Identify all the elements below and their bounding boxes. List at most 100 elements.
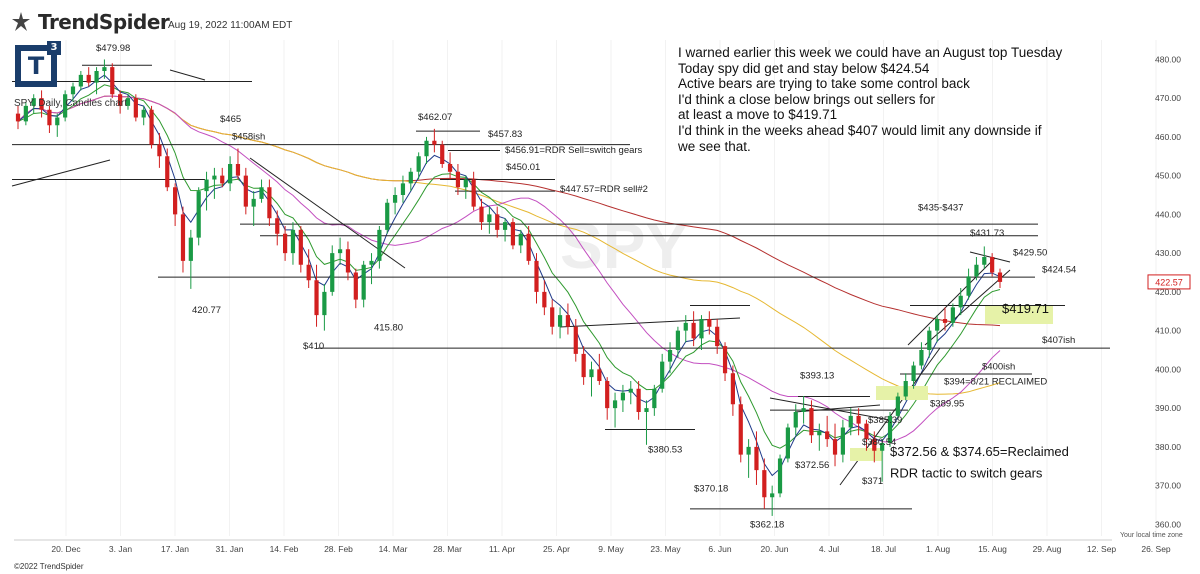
candle-body xyxy=(479,206,484,223)
candle xyxy=(942,307,948,331)
candle-body xyxy=(817,431,822,436)
candle xyxy=(188,229,193,289)
candle xyxy=(982,246,987,269)
y-tick-label: 410.00 xyxy=(1155,326,1181,336)
x-tick-label: 3. Jan xyxy=(109,544,132,554)
price-annotation: $458ish xyxy=(232,132,265,143)
candle-body xyxy=(707,319,712,327)
candle-body xyxy=(408,171,413,184)
candle xyxy=(542,280,547,316)
candle-body xyxy=(440,144,445,164)
candle-body xyxy=(283,233,288,254)
x-tick-label: 28. Feb xyxy=(324,544,353,554)
candle-body xyxy=(70,86,76,95)
candle xyxy=(550,299,555,335)
candle xyxy=(251,191,256,226)
candle xyxy=(502,218,508,242)
candle xyxy=(31,94,36,114)
brand-name: TrendSpider xyxy=(38,10,170,34)
trend-line xyxy=(969,251,1011,263)
candle-body xyxy=(832,439,838,455)
x-tick-label: 9. May xyxy=(598,544,624,554)
candle xyxy=(400,175,406,203)
candle-body xyxy=(94,71,99,83)
candle-body xyxy=(220,175,225,184)
price-annotation: $429.50 xyxy=(1013,247,1047,258)
candle-body xyxy=(534,260,539,292)
candle xyxy=(353,268,358,309)
candle xyxy=(652,384,657,416)
candle-body xyxy=(597,369,602,381)
candle xyxy=(832,423,838,467)
candle-body xyxy=(974,264,979,277)
candle xyxy=(283,226,288,261)
ma-green-line xyxy=(17,84,1001,449)
candle xyxy=(691,311,696,347)
candle-body xyxy=(997,272,1003,282)
candle xyxy=(565,303,571,335)
candle-body xyxy=(322,291,327,316)
price-annotation: $479.98 xyxy=(96,43,130,54)
price-annotation: $465 xyxy=(220,114,241,125)
candle xyxy=(63,90,68,122)
candle xyxy=(722,342,728,381)
candle-body xyxy=(628,388,633,393)
candle xyxy=(337,237,343,265)
last-price-tag xyxy=(1147,274,1191,290)
candle-body xyxy=(424,140,429,157)
y-tick-label: 450.00 xyxy=(1155,171,1181,181)
candle-body xyxy=(722,346,728,374)
candle-body xyxy=(785,427,790,459)
candle xyxy=(70,82,76,102)
x-tick-label: 17. Jan xyxy=(161,544,189,554)
candle xyxy=(534,253,539,304)
candle-body xyxy=(872,439,877,451)
candle-body xyxy=(63,94,68,118)
candle xyxy=(997,268,1003,288)
y-tick-label: 480.00 xyxy=(1155,54,1181,64)
candle xyxy=(173,183,178,226)
candles xyxy=(15,59,1003,516)
candle xyxy=(385,198,390,234)
price-annotation: $424.54 xyxy=(1042,265,1076,276)
note-line: Today spy did get and stay below $424.54 xyxy=(678,60,930,76)
candle-body xyxy=(715,326,720,347)
candle xyxy=(903,373,908,401)
candle xyxy=(518,229,523,254)
candle-body xyxy=(235,164,241,176)
candle-body xyxy=(259,187,264,199)
price-annotation: $393.13 xyxy=(800,371,834,382)
candle xyxy=(157,133,162,168)
candle-body xyxy=(102,67,107,71)
candle xyxy=(180,206,186,273)
candle xyxy=(110,63,115,99)
y-tick-label: 430.00 xyxy=(1155,248,1181,258)
candle-body xyxy=(573,326,578,354)
candle-body xyxy=(416,156,421,172)
candle xyxy=(377,226,382,269)
x-tick-label: 1. Aug xyxy=(926,544,950,554)
candle-body xyxy=(298,229,303,265)
candle-body xyxy=(228,164,233,184)
x-tick-label: 18. Jul xyxy=(871,544,896,554)
candle-body xyxy=(471,179,476,207)
candle-body xyxy=(447,164,453,172)
candle xyxy=(15,105,21,130)
candle-body xyxy=(636,388,641,412)
candle-body xyxy=(23,105,28,122)
candle xyxy=(479,198,484,230)
x-tick-label: 15. Aug xyxy=(978,544,1007,554)
timezone-label: Your local time zone xyxy=(1120,532,1183,539)
price-annotation: $394=8/21 RECLAIMED xyxy=(944,376,1047,387)
candle-body xyxy=(141,109,146,118)
candle xyxy=(330,245,335,296)
candle xyxy=(463,175,468,199)
price-annotation: $435-$437 xyxy=(918,203,963,214)
trend-line xyxy=(249,157,406,269)
candle-body xyxy=(903,381,908,397)
candle-body xyxy=(55,117,60,126)
x-tick-label: 29. Aug xyxy=(1033,544,1062,554)
candle xyxy=(298,226,303,273)
candle xyxy=(950,303,955,327)
